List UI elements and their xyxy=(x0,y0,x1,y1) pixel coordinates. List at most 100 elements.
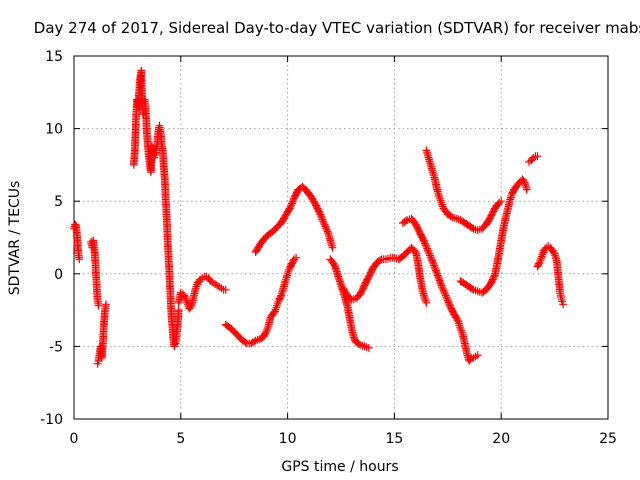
x-tick-labels: 0 5 10 15 20 25 xyxy=(70,431,617,447)
data-point xyxy=(473,351,482,359)
data-point xyxy=(75,255,84,264)
data-point xyxy=(487,278,496,287)
data-point xyxy=(488,210,496,219)
data-point xyxy=(359,283,368,291)
x-tick-label: 20 xyxy=(492,431,510,447)
data-point xyxy=(288,259,296,268)
chart-title: Day 274 of 2017, Sidereal Day-to-day VTE… xyxy=(34,19,640,37)
data-point xyxy=(411,220,420,229)
data-point xyxy=(488,277,496,285)
data-point xyxy=(359,284,367,293)
data-point xyxy=(487,211,496,220)
data-point xyxy=(367,267,376,275)
data-point xyxy=(453,316,462,325)
data-point xyxy=(497,197,506,206)
data-point xyxy=(376,256,385,265)
x-tick-label: 0 xyxy=(70,431,79,447)
data-point xyxy=(357,288,365,297)
data-point xyxy=(343,291,352,300)
data-point xyxy=(261,329,270,338)
x-axis-label: GPS time / hours xyxy=(281,459,398,475)
data-point xyxy=(290,194,298,203)
data-point xyxy=(276,293,285,301)
y-tick-label: 15 xyxy=(45,49,63,65)
data-point xyxy=(221,285,230,294)
data-point xyxy=(413,223,422,232)
y-tick-label: 0 xyxy=(54,267,63,283)
data-point xyxy=(273,223,281,232)
data-point xyxy=(415,227,424,236)
data-point xyxy=(446,303,455,312)
data-point xyxy=(288,258,297,267)
data-point xyxy=(363,275,372,284)
y-tick-labels: -10 -5 0 5 10 15 xyxy=(40,49,63,428)
data-point xyxy=(274,222,283,230)
data-point xyxy=(418,233,427,242)
data-point xyxy=(485,214,494,223)
x-tick-label: 5 xyxy=(176,431,185,447)
data-point xyxy=(314,206,323,214)
data-point xyxy=(315,207,323,216)
data-point xyxy=(559,300,567,309)
data-point xyxy=(417,232,426,240)
y-tick-label: 5 xyxy=(54,194,63,210)
data-point xyxy=(349,333,358,342)
axis-ticks xyxy=(73,55,609,420)
data-point xyxy=(490,272,498,281)
data-point xyxy=(448,306,456,314)
data-point xyxy=(448,307,457,316)
data-point xyxy=(275,294,284,303)
data-point xyxy=(364,274,372,283)
data-point xyxy=(533,152,542,161)
data-point xyxy=(533,262,542,271)
data-point xyxy=(414,226,423,235)
data-point xyxy=(522,185,531,194)
data-point xyxy=(541,245,549,253)
data-point xyxy=(534,261,543,269)
data-point xyxy=(412,222,421,230)
data-point xyxy=(292,253,300,262)
data-point xyxy=(312,201,320,210)
data-point xyxy=(94,301,103,310)
data-point xyxy=(186,303,195,312)
data-point xyxy=(205,275,214,284)
data-point xyxy=(285,206,293,214)
data-point xyxy=(367,268,375,277)
data-point xyxy=(403,248,412,256)
data-point xyxy=(102,300,110,309)
data-point xyxy=(362,277,371,285)
data-point xyxy=(260,332,268,341)
x-tick-label: 10 xyxy=(279,431,297,447)
data-point xyxy=(362,278,370,287)
data-point xyxy=(508,188,517,197)
data-point xyxy=(466,355,475,364)
y-tick-label: -5 xyxy=(49,339,63,355)
plot-frame xyxy=(73,55,609,420)
data-point xyxy=(291,191,300,200)
y-axis-label: SDTVAR / TECUs xyxy=(7,181,23,296)
data-point xyxy=(364,272,373,281)
data-point xyxy=(535,259,543,268)
data-point xyxy=(287,261,296,269)
data-point xyxy=(358,285,367,294)
data-point xyxy=(290,192,299,201)
data-point xyxy=(365,271,374,280)
data-point xyxy=(261,233,270,242)
data-point xyxy=(231,329,240,338)
data-point xyxy=(312,203,321,211)
data-point xyxy=(488,208,497,217)
data-point xyxy=(275,296,283,304)
data-point xyxy=(150,153,158,162)
data-point xyxy=(350,335,359,343)
data-point xyxy=(170,342,179,351)
data-point xyxy=(549,248,558,256)
data-point xyxy=(419,236,428,245)
data-point xyxy=(446,301,454,310)
data-point xyxy=(416,230,425,239)
x-tick-label: 25 xyxy=(599,431,617,447)
data-point xyxy=(241,338,250,347)
y-tick-label: 10 xyxy=(45,122,63,138)
data-point xyxy=(344,293,353,301)
data-point xyxy=(292,190,300,198)
data-point xyxy=(419,235,427,243)
